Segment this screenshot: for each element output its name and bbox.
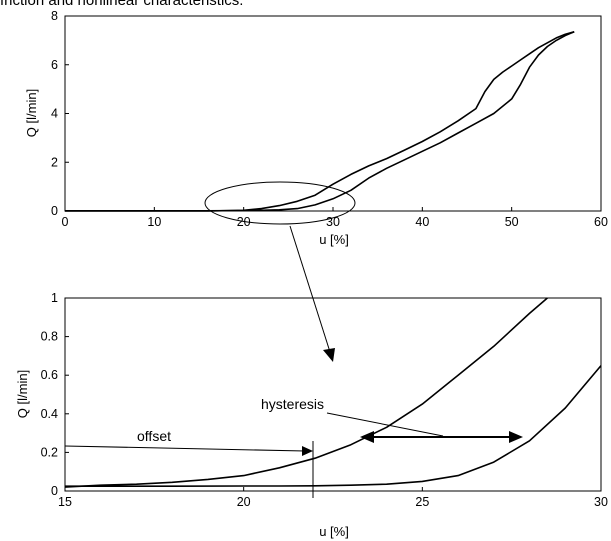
plot-frame-top	[64, 15, 602, 212]
y-axis-label-bottom: Q [l/min]	[15, 370, 30, 418]
top-x-tick-label: 10	[147, 215, 161, 229]
page-caption: friction and nonlinear characteristics.	[0, 0, 244, 9]
zoom-arrow-line	[289, 225, 331, 353]
offset-pointer-head	[302, 446, 313, 456]
x-ticks-top: 0 10 20 30 40 50 60 0 2 4 6 8	[51, 9, 608, 229]
top-y-tick-label: 4	[51, 107, 58, 121]
bottom-x-tick-label: 25	[415, 495, 429, 509]
offset-pointer-line	[64, 445, 306, 452]
zoom-arrow-head	[323, 348, 335, 362]
top-y-tick-label: 8	[51, 9, 58, 23]
bottom-y-tick-label: 0.6	[41, 368, 58, 382]
plot-frame-bottom	[64, 297, 602, 492]
top-series-line-1	[65, 31, 575, 212]
y-axis-label-top: Q [l/min]	[24, 89, 39, 137]
x-axis-label-top: u [%]	[319, 232, 349, 247]
top-x-tick-label: 0	[62, 215, 69, 229]
hysteresis-label: hysteresis	[261, 396, 324, 412]
top-x-tick-label: 20	[237, 215, 251, 229]
zoom-ellipse	[204, 181, 356, 225]
hysteresis-pointer-line	[326, 412, 444, 437]
top-series-line-2	[65, 31, 575, 212]
bottom-series-line-2	[65, 365, 602, 488]
bottom-x-tick-label: 30	[594, 495, 608, 509]
top-x-tick-label: 60	[594, 215, 608, 229]
bottom-y-tick-label: 0	[51, 484, 58, 498]
x-axis-label-bottom: u [%]	[319, 524, 349, 539]
hysteresis-arrow-head-right	[509, 431, 523, 443]
bottom-y-tick-label: 1	[51, 291, 58, 305]
top-x-tick-label: 50	[505, 215, 519, 229]
top-y-tick-label: 2	[51, 155, 58, 169]
series-group-bottom	[64, 297, 602, 488]
chart-top: 0 10 20 30 40 50 60 0 2 4 6 8 u [%] Q [l/min]	[24, 9, 608, 362]
series-group-top	[65, 31, 575, 212]
hysteresis-arrow-head-left	[360, 431, 374, 443]
bottom-y-tick-label: 0.4	[41, 407, 58, 421]
chart-bottom: 15 20 25 30 0 0.2 0.4 0.6 0.8 1 u [%] Q [l/min] o…	[15, 291, 608, 539]
top-x-tick-label: 40	[415, 215, 429, 229]
top-y-tick-label: 0	[51, 204, 58, 218]
x-ticks-bottom: 15 20 25 30 0 0.2 0.4 0.6 0.8 1	[41, 291, 608, 509]
bottom-y-tick-label: 0.8	[41, 330, 58, 344]
bottom-x-tick-label: 15	[58, 495, 72, 509]
bottom-series-line-1	[64, 297, 548, 488]
top-y-tick-label: 6	[51, 58, 58, 72]
bottom-y-tick-label: 0.2	[41, 445, 58, 459]
top-x-tick-label: 30	[326, 215, 340, 229]
offset-label: offset	[137, 428, 171, 444]
bottom-x-tick-label: 20	[237, 495, 251, 509]
